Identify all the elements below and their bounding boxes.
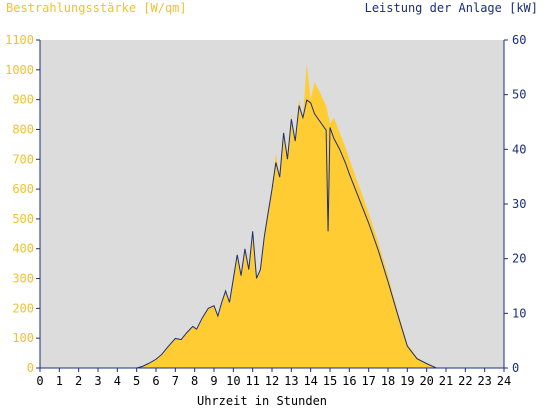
left-tick-label: 600: [12, 182, 34, 196]
x-tick-label: 2: [75, 374, 82, 388]
x-tick-label: 12: [265, 374, 279, 388]
left-tick-label: 700: [12, 152, 34, 166]
x-tick-label: 24: [497, 374, 511, 388]
x-tick-label: 6: [152, 374, 159, 388]
x-axis-ticks: 0 1 2 3 4 5 6 7 8 9 10 11 12 13 14 15 16 17 18 19 20 21 22 23 24: [36, 368, 511, 388]
power-line: [40, 99, 504, 369]
x-tick-label: 23: [477, 374, 491, 388]
left-tick-label: 500: [12, 212, 34, 226]
x-tick-label: 18: [381, 374, 395, 388]
x-tick-label: 1: [56, 374, 63, 388]
x-tick-label: 0: [36, 374, 43, 388]
x-tick-label: 21: [439, 374, 453, 388]
x-tick-label: 10: [226, 374, 240, 388]
x-tick-label: 15: [323, 374, 337, 388]
right-tick-label: 0: [512, 361, 519, 375]
right-tick-label: 60: [512, 33, 526, 47]
left-tick-label: 200: [12, 301, 34, 315]
right-tick-label: 40: [512, 142, 526, 156]
left-tick-label: 300: [12, 272, 34, 286]
x-tick-label: 4: [114, 374, 121, 388]
right-tick-label: 10: [512, 306, 526, 320]
irradiance-area: [40, 63, 504, 368]
left-axis-ticks: 0 100 200 300 400 500 600 700 800 900 1000 1100: [5, 33, 40, 375]
x-tick-label: 14: [303, 374, 317, 388]
x-tick-label: 11: [245, 374, 259, 388]
left-tick-label: 1100: [5, 33, 34, 47]
x-tick-label: 7: [172, 374, 179, 388]
left-tick-label: 800: [12, 122, 34, 136]
x-tick-label: 8: [191, 374, 198, 388]
x-tick-label: 17: [361, 374, 375, 388]
right-axis-title: Leistung der Anlage [kW]: [365, 1, 538, 15]
left-tick-label: 900: [12, 93, 34, 107]
x-tick-label: 16: [342, 374, 356, 388]
right-tick-label: 30: [512, 197, 526, 211]
x-tick-label: 9: [210, 374, 217, 388]
left-axis-title: Bestrahlungsstärke [W/qm]: [6, 1, 187, 15]
series-layer: [40, 63, 504, 369]
x-tick-label: 13: [284, 374, 298, 388]
left-tick-label: 100: [12, 331, 34, 345]
right-tick-label: 20: [512, 252, 526, 266]
left-tick-label: 0: [27, 361, 34, 375]
right-axis-ticks: 0 10 20 30 40 50 60: [504, 33, 526, 375]
left-tick-label: 1000: [5, 63, 34, 77]
x-tick-label: 20: [419, 374, 433, 388]
left-tick-label: 400: [12, 242, 34, 256]
x-tick-label: 22: [458, 374, 472, 388]
right-tick-label: 50: [512, 88, 526, 102]
x-tick-label: 19: [400, 374, 414, 388]
x-tick-label: 5: [133, 374, 140, 388]
x-axis-title: Uhrzeit in Stunden: [197, 394, 327, 408]
x-tick-label: 3: [94, 374, 101, 388]
